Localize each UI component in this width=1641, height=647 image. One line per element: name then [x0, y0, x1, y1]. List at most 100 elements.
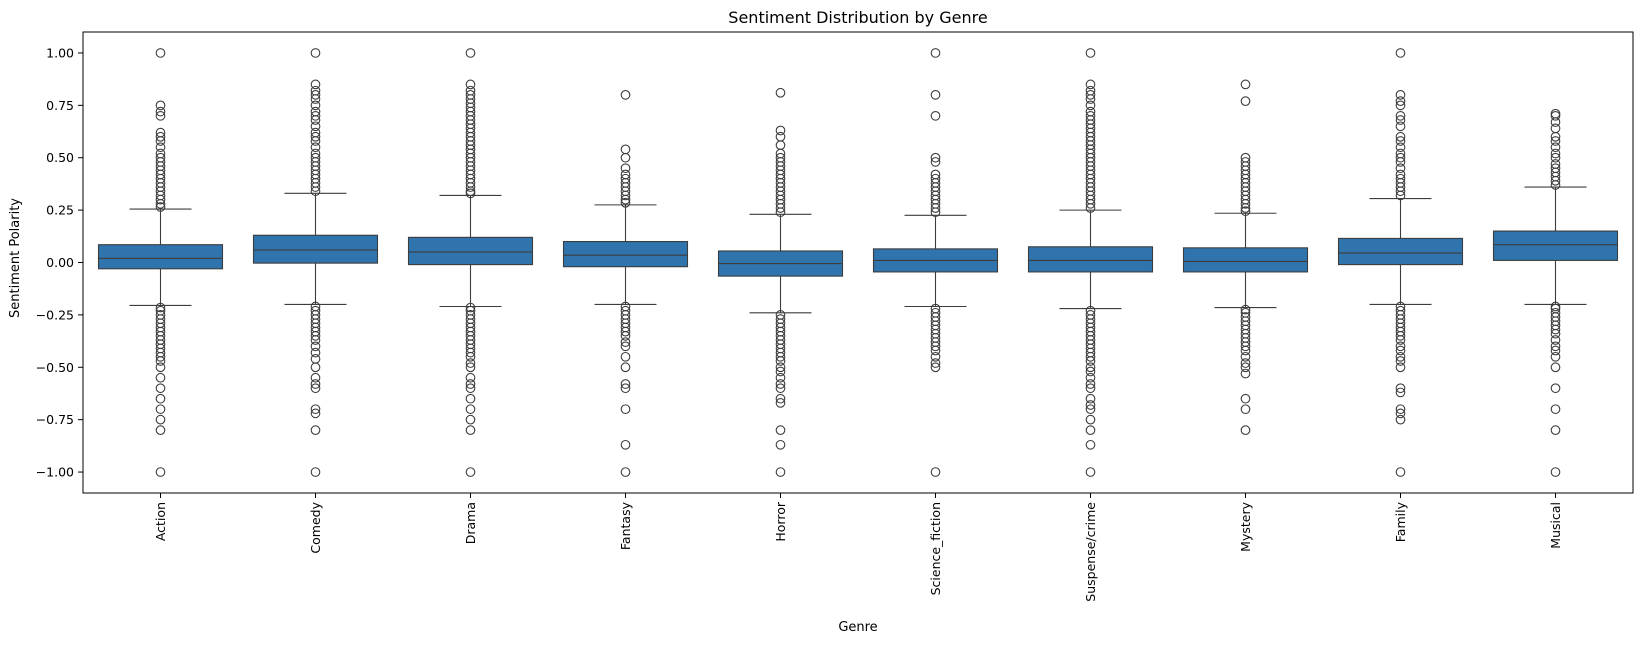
outlier-point	[1550, 152, 1561, 163]
outlier-point	[310, 100, 321, 111]
outlier-point	[930, 207, 941, 218]
plot-area	[97, 48, 1619, 477]
outlier-point	[465, 188, 476, 199]
outlier-point	[775, 383, 786, 394]
outlier-point	[1550, 425, 1561, 435]
box-mystery	[1182, 79, 1309, 435]
outlier-point	[1395, 152, 1406, 163]
outlier-point	[775, 425, 786, 435]
outlier-point	[1240, 341, 1251, 352]
outlier-point	[1240, 203, 1251, 213]
outlier-point	[465, 302, 476, 313]
outlier-point	[310, 94, 321, 104]
outlier-point	[465, 414, 476, 425]
outlier-point	[620, 362, 631, 373]
box-musical	[1492, 108, 1619, 477]
box-science-fiction	[872, 48, 999, 477]
outlier-point	[1395, 414, 1406, 425]
outlier-point	[1240, 304, 1251, 315]
y-tick-label: 0.75	[46, 98, 74, 113]
outlier-point	[465, 362, 476, 373]
iqr-box	[1182, 247, 1309, 273]
outlier-point	[1240, 362, 1251, 373]
outlier-point	[1085, 439, 1096, 450]
outlier-point	[310, 335, 321, 345]
outlier-point	[1085, 383, 1096, 394]
outlier-point	[930, 345, 941, 356]
outlier-point	[1085, 203, 1096, 213]
x-tick-label: Musical	[1548, 502, 1563, 549]
outlier-point	[1085, 356, 1096, 366]
outlier-point	[155, 202, 166, 212]
outlier-point	[1240, 404, 1251, 415]
outlier-point	[620, 163, 631, 174]
outlier-point	[465, 393, 476, 404]
outlier-point	[155, 425, 166, 435]
iqr-box	[1337, 237, 1464, 266]
outlier-point	[1395, 48, 1406, 58]
outlier-point	[620, 194, 631, 205]
outlier-point	[1085, 94, 1096, 104]
outlier-point	[775, 356, 786, 366]
outlier-point	[1550, 383, 1561, 394]
outlier-point	[465, 404, 476, 415]
outlier-point	[775, 351, 786, 362]
outlier-point	[620, 404, 631, 415]
outlier-point	[310, 404, 321, 415]
box-comedy	[252, 48, 379, 477]
outlier-point	[465, 351, 476, 362]
iqr-box	[252, 234, 379, 264]
outlier-point	[1240, 345, 1251, 356]
iqr-box	[97, 244, 224, 270]
outlier-point	[1085, 79, 1096, 90]
outlier-point	[155, 404, 166, 415]
outlier-point	[1395, 190, 1406, 201]
outlier-point	[465, 383, 476, 394]
outlier-point	[1240, 393, 1251, 404]
outlier-point	[465, 79, 476, 90]
x-tick-label: Suspense/crime	[1083, 502, 1098, 602]
outlier-point	[1395, 121, 1406, 132]
outlier-point	[620, 197, 631, 208]
outlier-point	[310, 182, 321, 192]
x-tick-label: Fantasy	[618, 501, 633, 550]
outlier-point	[1550, 131, 1561, 142]
outlier-point	[1550, 136, 1561, 146]
outlier-point	[1085, 372, 1096, 383]
outlier-point	[1550, 324, 1561, 335]
outlier-point	[155, 136, 166, 146]
outlier-point	[310, 372, 321, 383]
iqr-box	[1027, 246, 1154, 273]
outlier-point	[620, 351, 631, 362]
x-tick-label: Science_fiction	[928, 502, 943, 595]
outlier-point	[155, 372, 166, 383]
outlier-point	[310, 408, 321, 419]
outlier-point	[155, 48, 166, 58]
outlier-point	[930, 110, 941, 121]
outlier-point	[1395, 341, 1406, 352]
outlier-point	[620, 341, 631, 352]
outlier-point	[775, 467, 786, 477]
outlier-point	[775, 372, 786, 383]
iqr-box	[1492, 230, 1619, 261]
outlier-point	[775, 439, 786, 450]
outlier-point	[1395, 90, 1406, 100]
outlier-point	[310, 379, 321, 389]
outlier-point	[1395, 345, 1406, 356]
x-tick-label: Mystery	[1238, 501, 1253, 551]
outlier-point	[465, 347, 476, 358]
outlier-point	[1395, 115, 1406, 125]
box-horror	[717, 87, 844, 477]
outlier-point	[465, 358, 476, 368]
outlier-point	[620, 326, 631, 337]
outlier-point	[1395, 96, 1406, 106]
outlier-point	[930, 157, 941, 167]
outlier-point	[465, 379, 476, 389]
outlier-point	[1240, 425, 1251, 435]
outlier-point	[1550, 404, 1561, 415]
outlier-point	[1550, 142, 1561, 153]
outlier-point	[155, 302, 166, 313]
outlier-point	[155, 414, 166, 425]
outlier-point	[465, 467, 476, 477]
